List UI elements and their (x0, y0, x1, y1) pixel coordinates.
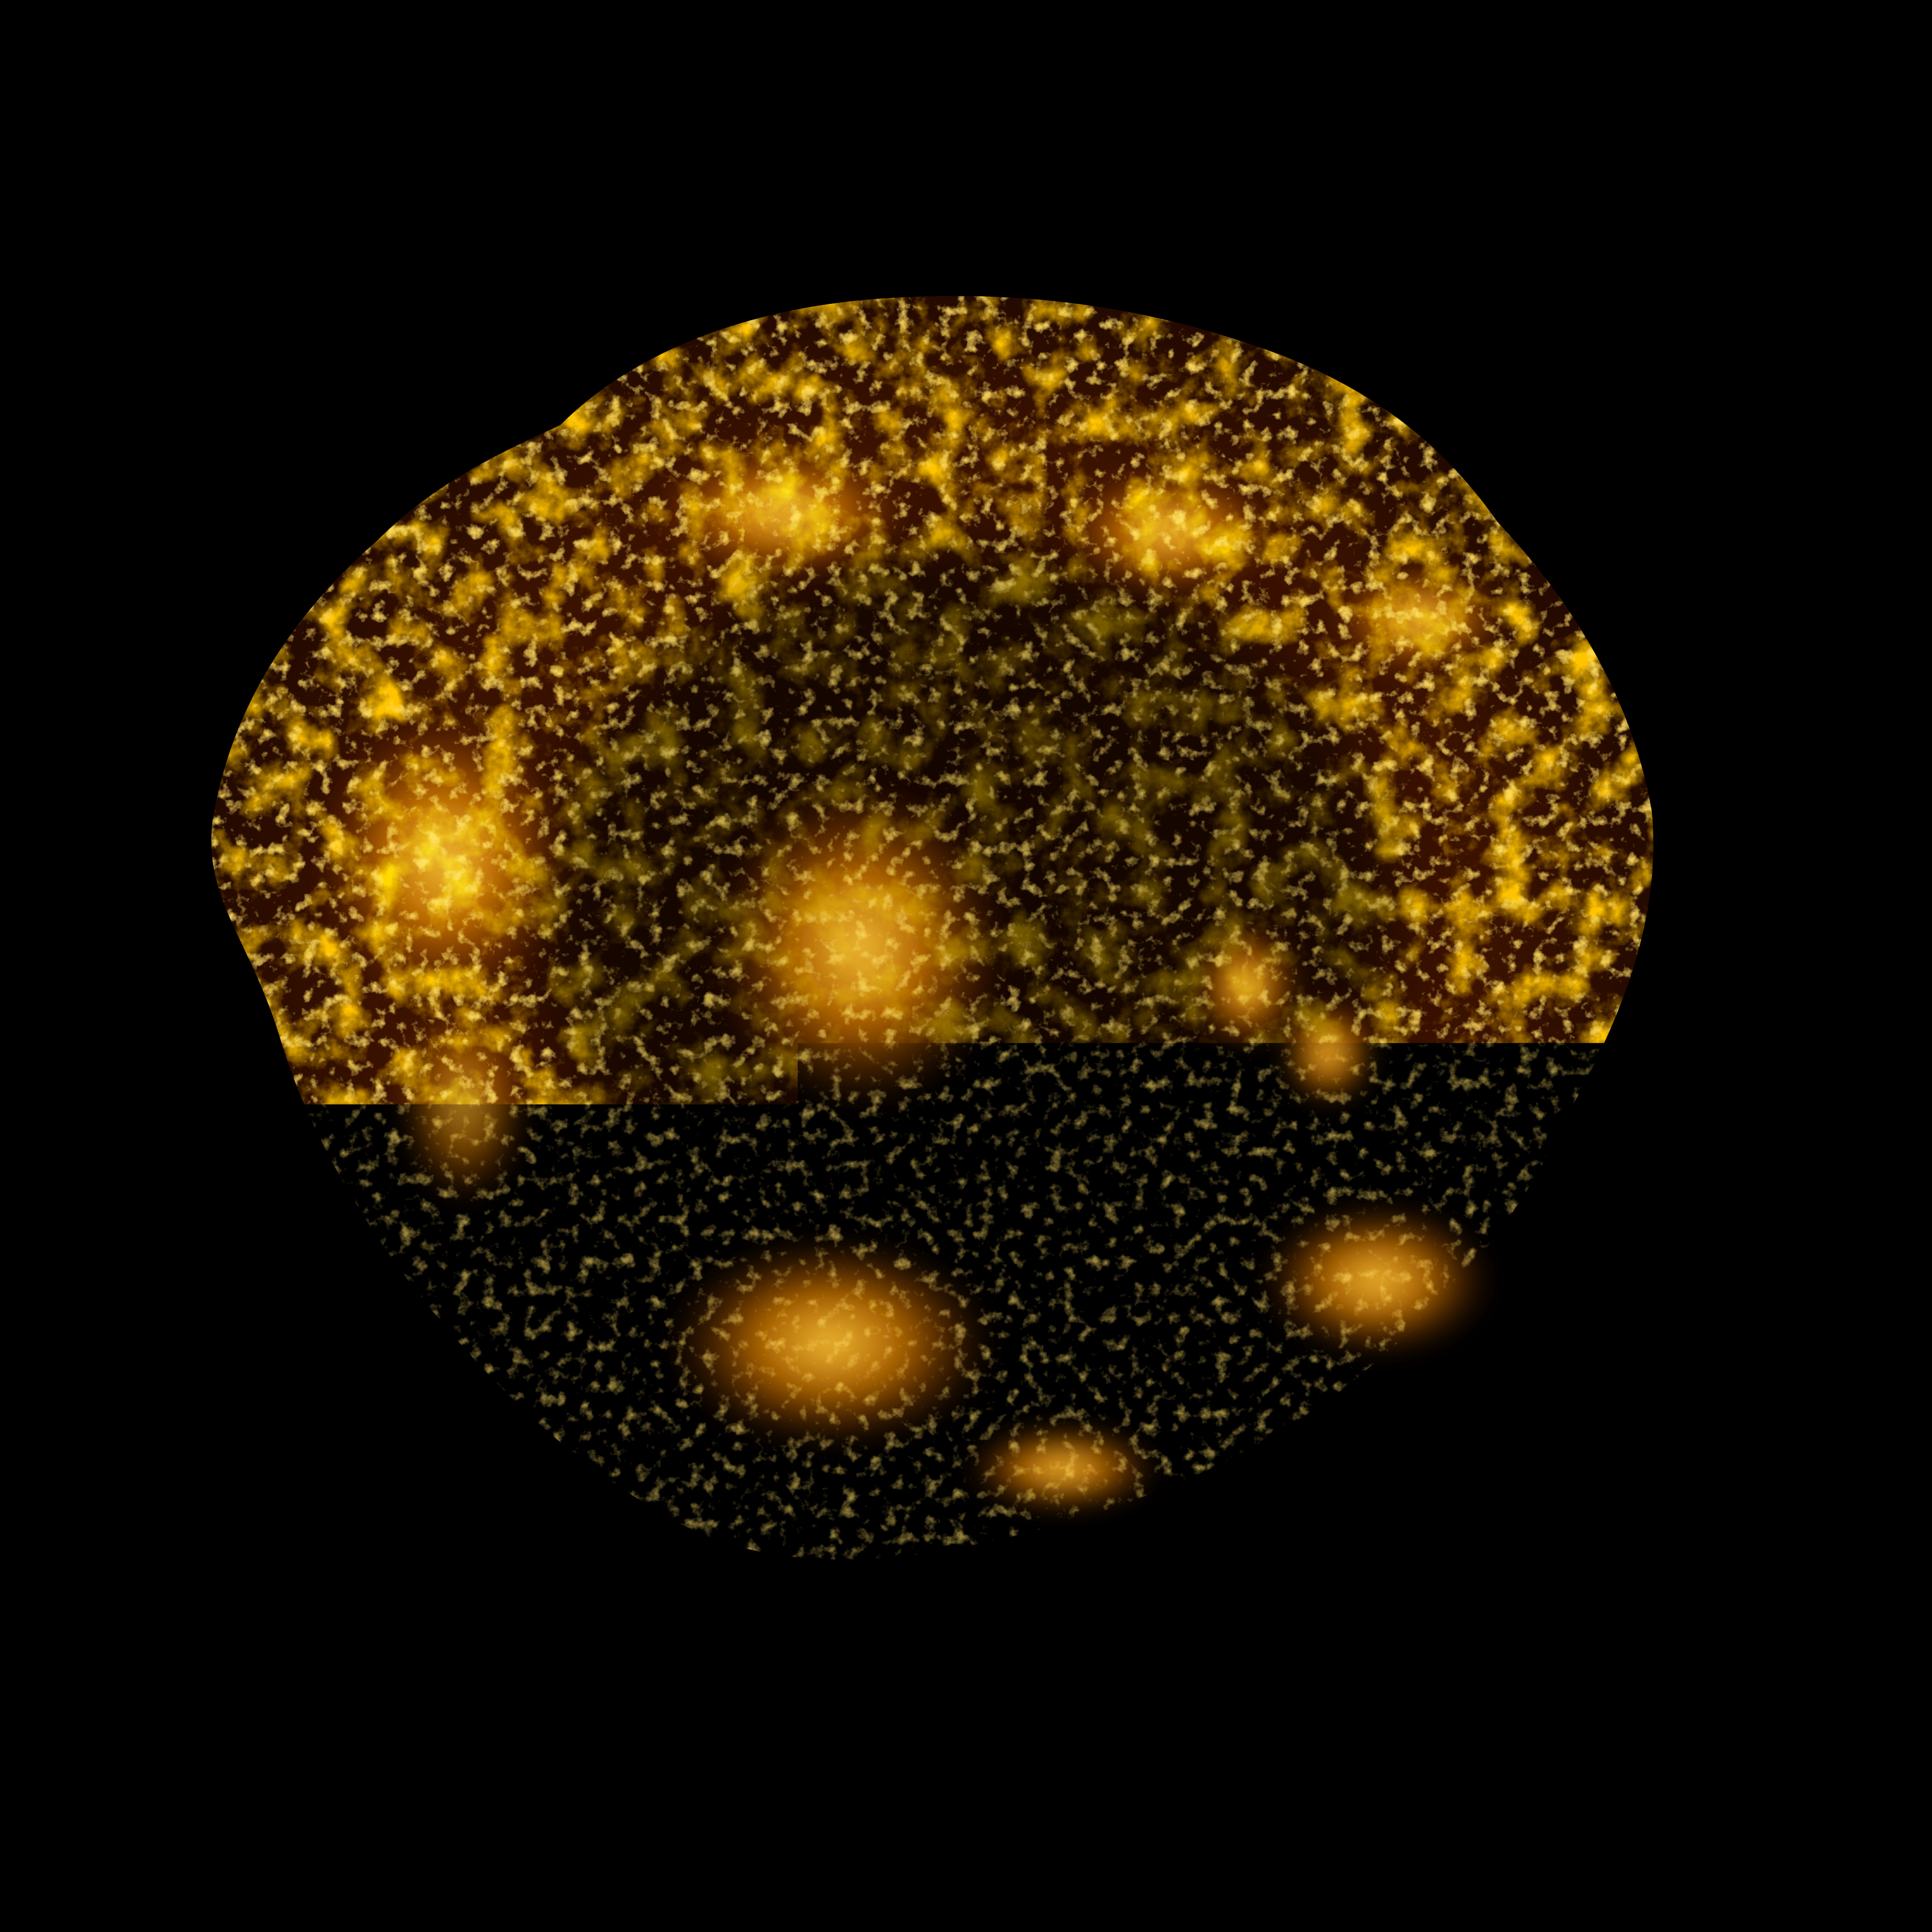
filament-detail (193, 280, 1690, 1584)
